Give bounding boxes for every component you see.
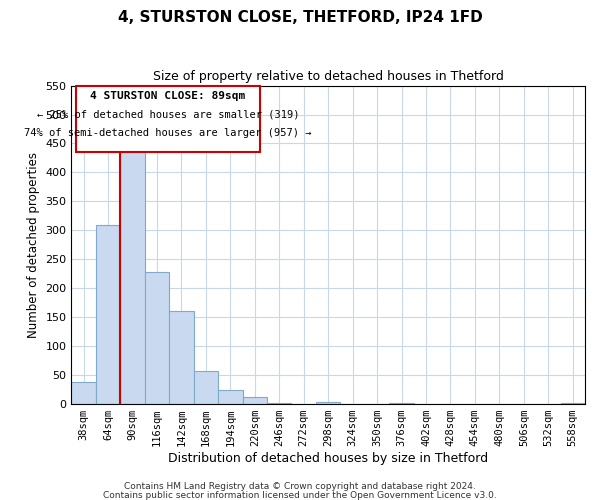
Bar (169, 312, 194, 404)
Text: ← 25% of detached houses are smaller (319): ← 25% of detached houses are smaller (31… (37, 110, 299, 120)
Text: 74% of semi-detached houses are larger (957) →: 74% of semi-detached houses are larger (… (24, 128, 311, 138)
Text: Contains HM Land Registry data © Crown copyright and database right 2024.: Contains HM Land Registry data © Crown c… (124, 482, 476, 491)
Bar (242, 397, 267, 404)
Bar (96, 224, 120, 404)
X-axis label: Distribution of detached houses by size in Thetford: Distribution of detached houses by size … (168, 452, 488, 465)
Bar (316, 402, 340, 404)
Bar (120, 138, 145, 404)
Bar (267, 403, 292, 404)
Title: Size of property relative to detached houses in Thetford: Size of property relative to detached ho… (153, 70, 503, 83)
Y-axis label: Number of detached properties: Number of detached properties (27, 152, 40, 338)
Bar (560, 403, 585, 404)
FancyBboxPatch shape (76, 86, 260, 152)
Bar (71, 382, 96, 404)
Text: 4 STURSTON CLOSE: 89sqm: 4 STURSTON CLOSE: 89sqm (90, 91, 245, 101)
Bar (194, 371, 218, 404)
Text: 4, STURSTON CLOSE, THETFORD, IP24 1FD: 4, STURSTON CLOSE, THETFORD, IP24 1FD (118, 10, 482, 25)
Bar (218, 390, 242, 404)
Bar (145, 272, 169, 404)
Bar (389, 403, 414, 404)
Text: Contains public sector information licensed under the Open Government Licence v3: Contains public sector information licen… (103, 490, 497, 500)
